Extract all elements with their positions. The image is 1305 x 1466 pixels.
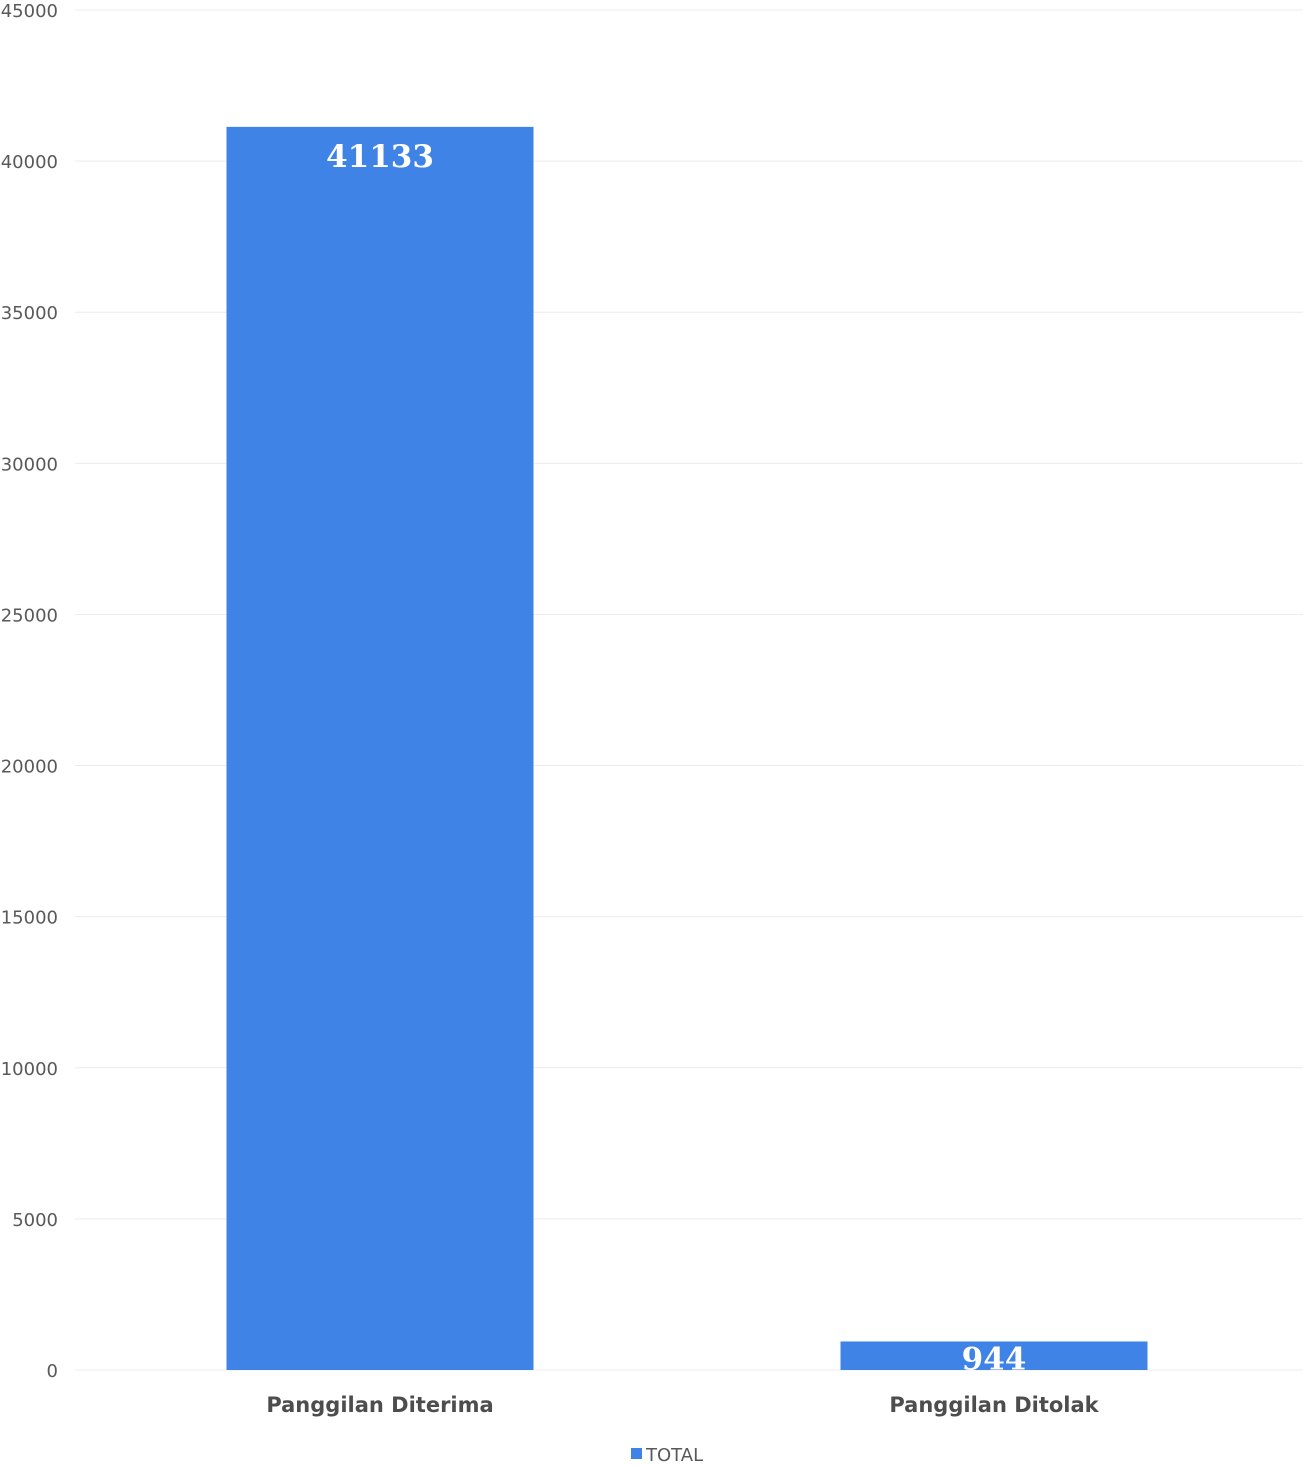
y-axis: 0 5000 10000 15000 20000 25000 30000 35000 40000… — [1, 1, 58, 1382]
y-tick-label: 45000 — [1, 1, 58, 22]
y-tick-label: 15000 — [1, 908, 58, 929]
y-tick-label: 25000 — [1, 605, 58, 626]
y-tick-label: 20000 — [1, 757, 58, 778]
y-tick-label: 40000 — [1, 152, 58, 173]
y-tick-label: 35000 — [1, 303, 58, 324]
x-axis: Panggilan Diterima Panggilan Ditolak — [266, 1393, 1099, 1417]
legend-swatch-total — [631, 1448, 642, 1459]
data-label: 944 — [962, 1341, 1027, 1377]
x-tick-label: Panggilan Diterima — [266, 1393, 493, 1417]
y-tick-label: 0 — [47, 1361, 58, 1382]
data-label: 41133 — [326, 139, 434, 175]
y-tick-label: 30000 — [1, 454, 58, 475]
bar-panggilan-ditolak — [840, 1341, 1148, 1370]
x-tick-label: Panggilan Ditolak — [889, 1393, 1099, 1417]
y-tick-label: 10000 — [1, 1059, 58, 1080]
bar-panggilan-diterima — [226, 126, 534, 1370]
bars: 41133 944 — [226, 126, 1148, 1377]
legend: TOTAL — [631, 1445, 703, 1466]
y-tick-label: 5000 — [12, 1210, 58, 1231]
legend-label-total: TOTAL — [645, 1445, 703, 1466]
